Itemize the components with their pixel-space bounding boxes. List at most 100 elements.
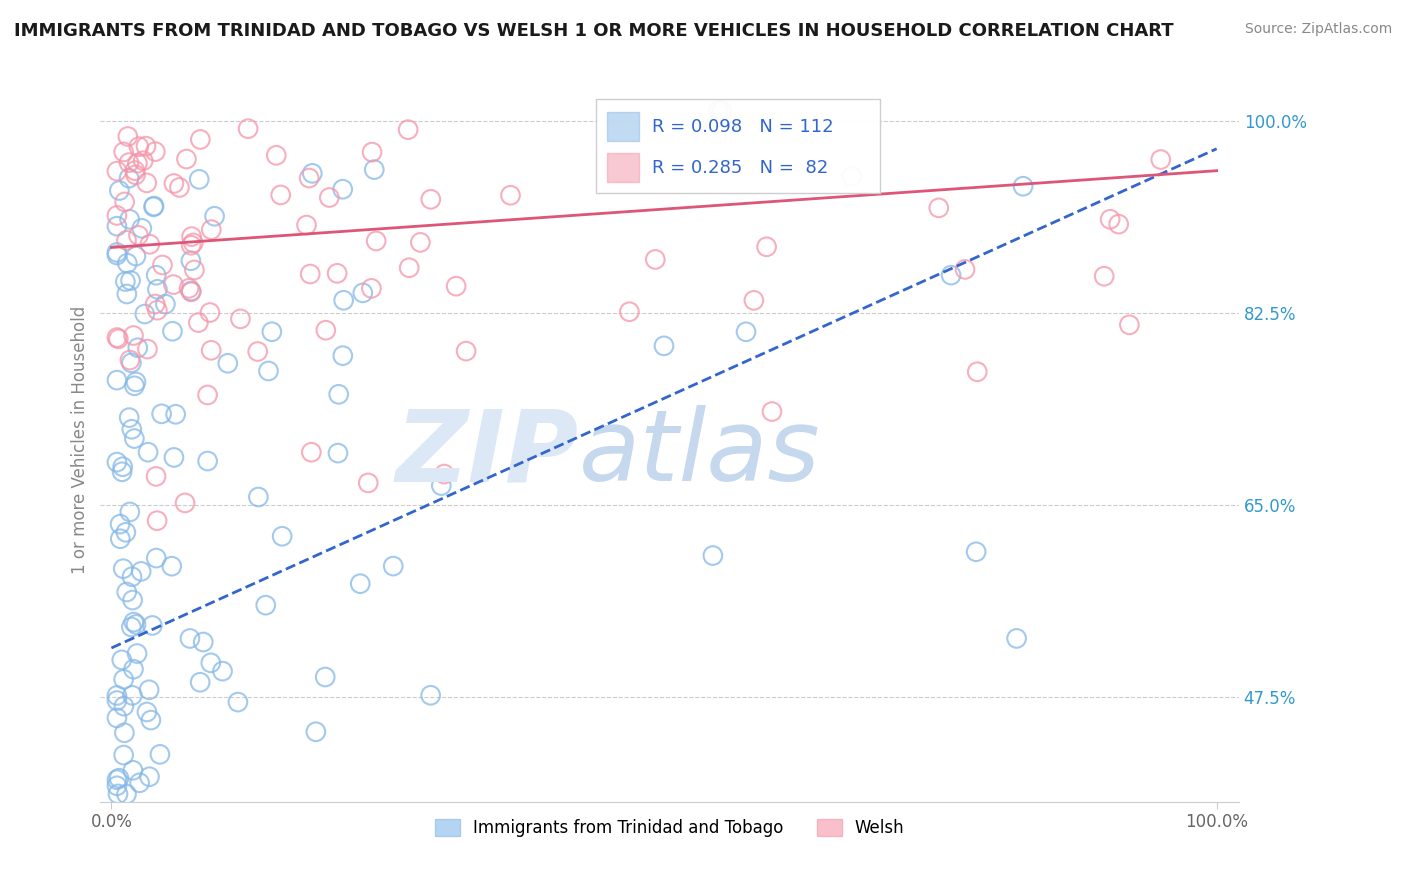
Point — [124, 379, 146, 393]
Point — [117, 129, 139, 144]
Point — [121, 422, 143, 436]
Point — [299, 267, 322, 281]
Point — [163, 450, 186, 465]
Point — [299, 445, 322, 459]
Point — [1099, 212, 1122, 227]
Point — [349, 576, 371, 591]
Point — [115, 525, 138, 540]
Point — [155, 297, 177, 311]
Text: R = 0.098   N = 112: R = 0.098 N = 112 — [652, 118, 834, 136]
Point — [127, 228, 149, 243]
Point — [181, 235, 204, 250]
Point — [143, 145, 166, 159]
Point — [141, 618, 163, 632]
Point — [127, 156, 149, 170]
Point — [105, 248, 128, 262]
Point — [1118, 318, 1140, 332]
Y-axis label: 1 or more Vehicles in Household: 1 or more Vehicles in Household — [72, 305, 89, 574]
Point — [125, 617, 148, 632]
Point — [409, 235, 432, 250]
Point — [200, 343, 222, 358]
Point — [135, 705, 157, 719]
Point — [124, 432, 146, 446]
Point — [271, 529, 294, 543]
Point — [108, 184, 131, 198]
Point — [177, 281, 200, 295]
Point — [326, 446, 349, 460]
Point — [136, 342, 159, 356]
Point — [928, 201, 950, 215]
Point — [180, 229, 202, 244]
Point — [138, 770, 160, 784]
Point — [118, 505, 141, 519]
Bar — [607, 112, 638, 141]
Point — [112, 562, 135, 576]
Point — [644, 252, 666, 267]
Text: atlas: atlas — [578, 406, 820, 502]
Point — [382, 559, 405, 574]
Point — [197, 388, 219, 402]
Point — [105, 330, 128, 344]
Point — [247, 490, 270, 504]
Point — [1092, 269, 1115, 284]
Point — [105, 455, 128, 469]
Point — [254, 598, 277, 612]
Point — [146, 514, 169, 528]
Point — [162, 277, 184, 292]
Point — [118, 410, 141, 425]
Legend: Immigrants from Trinidad and Tobago, Welsh: Immigrants from Trinidad and Tobago, Wel… — [427, 813, 911, 844]
Point — [187, 316, 209, 330]
Point — [143, 297, 166, 311]
Point — [111, 465, 134, 479]
Point — [122, 764, 145, 778]
Point — [396, 122, 419, 136]
Point — [260, 325, 283, 339]
Point — [125, 249, 148, 263]
Point — [332, 293, 354, 308]
Point — [1005, 632, 1028, 646]
Point — [142, 200, 165, 214]
Point — [742, 293, 765, 308]
Point — [118, 171, 141, 186]
Point — [298, 171, 321, 186]
Point — [1108, 217, 1130, 231]
Point — [108, 517, 131, 532]
Point — [174, 496, 197, 510]
Point — [146, 303, 169, 318]
Point — [270, 188, 292, 202]
Point — [134, 307, 156, 321]
Point — [352, 285, 374, 300]
Point — [145, 469, 167, 483]
Point — [198, 305, 221, 319]
Point — [361, 145, 384, 160]
Point — [114, 194, 136, 209]
Point — [200, 656, 222, 670]
Point — [105, 779, 128, 793]
Point — [953, 262, 976, 277]
Point — [112, 748, 135, 763]
Point — [112, 673, 135, 687]
Point — [115, 787, 138, 801]
Point — [122, 615, 145, 629]
Point — [188, 172, 211, 186]
Point — [115, 585, 138, 599]
Point — [183, 263, 205, 277]
Point — [193, 635, 215, 649]
Point — [179, 632, 201, 646]
Point — [160, 559, 183, 574]
Point — [702, 549, 724, 563]
Point — [165, 407, 187, 421]
Point — [965, 545, 987, 559]
Point — [138, 682, 160, 697]
Point — [120, 620, 142, 634]
Point — [318, 190, 340, 204]
Point — [105, 164, 128, 178]
Point — [966, 365, 988, 379]
Point — [735, 325, 758, 339]
Point — [398, 260, 420, 275]
Point — [136, 445, 159, 459]
FancyBboxPatch shape — [596, 99, 880, 194]
Point — [707, 103, 730, 118]
Point — [454, 344, 477, 359]
Point — [180, 253, 202, 268]
